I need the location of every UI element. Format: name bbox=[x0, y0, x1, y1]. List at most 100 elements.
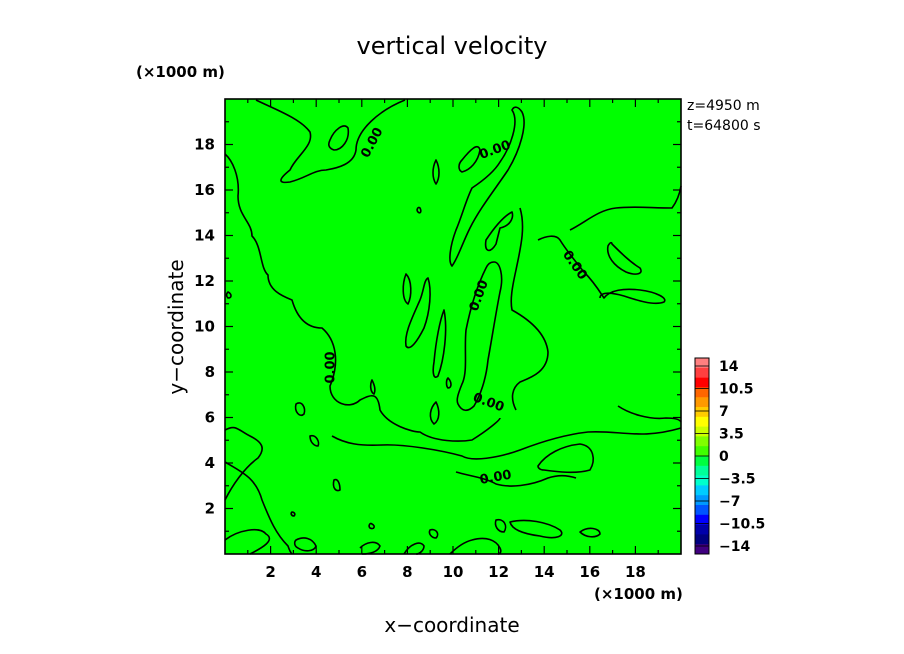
plot-field bbox=[225, 99, 681, 554]
colorbar-label: 14 bbox=[719, 359, 739, 375]
colorbar-swatch bbox=[695, 397, 709, 408]
y-axis-label: y−coordinate bbox=[164, 259, 188, 394]
x-tick-label: 16 bbox=[579, 563, 600, 581]
contour-line bbox=[458, 145, 481, 173]
y-unit-label: (×1000 m) bbox=[136, 63, 225, 81]
contour-line bbox=[428, 528, 439, 539]
contour-label: 0.00 bbox=[323, 351, 338, 383]
y-tick-label: 18 bbox=[194, 136, 215, 154]
colorbar-swatch bbox=[695, 426, 709, 437]
colorbar-label: 10.5 bbox=[719, 382, 754, 398]
contour-line bbox=[510, 207, 549, 411]
colorbar-swatch bbox=[695, 446, 709, 457]
contour-line bbox=[224, 528, 271, 555]
contour-line bbox=[416, 206, 422, 214]
contour-line bbox=[449, 106, 525, 267]
colorbar-swatch bbox=[695, 465, 709, 476]
colorbar-swatch bbox=[695, 544, 709, 555]
contour-line bbox=[404, 277, 431, 349]
height-annotation: z=4950 m bbox=[687, 98, 760, 114]
colorbar-swatch bbox=[695, 514, 709, 525]
contour-line bbox=[225, 291, 232, 299]
colorbar-swatch bbox=[695, 485, 709, 496]
x-tick-label: 8 bbox=[402, 563, 412, 581]
x-unit-label: (×1000 m) bbox=[594, 585, 683, 603]
contour-line bbox=[224, 461, 293, 555]
colorbar-swatch bbox=[695, 358, 709, 369]
y-tick-label: 16 bbox=[194, 181, 215, 199]
y-tick-label: 12 bbox=[194, 272, 215, 290]
x-tick-label: 2 bbox=[265, 563, 275, 581]
y-tick-label: 8 bbox=[205, 363, 215, 381]
colorbar-label: −7 bbox=[719, 494, 740, 510]
y-tick-label: 14 bbox=[194, 227, 215, 245]
colorbar-label: 7 bbox=[719, 404, 729, 420]
colorbar-label: −14 bbox=[719, 539, 750, 555]
colorbar-label: 3.5 bbox=[719, 427, 744, 443]
contour-line bbox=[429, 401, 440, 425]
colorbar-swatch bbox=[695, 524, 709, 535]
colorbar-swatch bbox=[695, 436, 709, 447]
colorbar-swatch bbox=[695, 407, 709, 418]
colorbar-label: −10.5 bbox=[719, 517, 765, 533]
contour-line bbox=[617, 405, 682, 423]
contour-line bbox=[537, 235, 666, 305]
contour-line bbox=[290, 511, 296, 517]
contour-line bbox=[332, 478, 341, 492]
colorbar: 14 10.5 7 3.5 0 −3.5 −7 −10.5 −14 bbox=[694, 357, 765, 555]
colorbar-swatch bbox=[695, 456, 709, 467]
colorbar-swatch bbox=[695, 377, 709, 388]
colorbar-swatch bbox=[695, 387, 709, 398]
contour-line bbox=[509, 519, 563, 539]
contour-line bbox=[484, 211, 514, 252]
contour-line bbox=[569, 185, 682, 231]
contour-line bbox=[432, 159, 440, 185]
y-tick-label: 4 bbox=[205, 454, 215, 472]
contour-line bbox=[369, 379, 376, 395]
contour-line bbox=[224, 153, 501, 442]
contour-line bbox=[309, 434, 320, 447]
contour-line bbox=[606, 241, 642, 275]
y-axis-ticks: 2 4 6 8 10 12 14 16 18 bbox=[194, 121, 681, 532]
time-annotation: t=64800 s bbox=[687, 118, 761, 134]
colorbar-swatch bbox=[695, 416, 709, 427]
x-tick-label: 4 bbox=[311, 563, 321, 581]
contour-line bbox=[293, 537, 317, 552]
contour-line bbox=[579, 527, 601, 538]
x-axis-ticks: 2 4 6 8 10 12 14 16 18 bbox=[247, 99, 659, 581]
x-tick-label: 6 bbox=[357, 563, 367, 581]
contour-line bbox=[445, 377, 452, 389]
x-tick-label: 10 bbox=[443, 563, 464, 581]
contour-line bbox=[455, 471, 577, 487]
colorbar-swatch bbox=[695, 534, 709, 545]
contour-line bbox=[368, 522, 375, 530]
x-tick-label: 18 bbox=[625, 563, 646, 581]
colorbar-swatch bbox=[695, 495, 709, 506]
contour-line bbox=[224, 426, 263, 501]
contour-line bbox=[449, 537, 502, 555]
contour-line bbox=[403, 542, 425, 555]
y-tick-label: 10 bbox=[194, 318, 215, 336]
y-tick-label: 6 bbox=[205, 409, 215, 427]
chart-title: vertical velocity bbox=[357, 32, 548, 60]
contour-line bbox=[294, 402, 306, 417]
contour-line bbox=[432, 309, 447, 378]
contour-line bbox=[328, 125, 350, 151]
colorbar-swatch bbox=[695, 505, 709, 516]
contour-label: 0.00 bbox=[479, 468, 513, 488]
y-tick-label: 2 bbox=[205, 500, 215, 518]
contour-line bbox=[494, 518, 507, 533]
contour-line bbox=[537, 443, 594, 474]
colorbar-swatch bbox=[695, 367, 709, 378]
zero-contours bbox=[224, 99, 682, 555]
contour-line bbox=[402, 273, 412, 305]
x-axis-label: x−coordinate bbox=[384, 613, 519, 637]
x-tick-label: 12 bbox=[488, 563, 509, 581]
x-tick-label: 14 bbox=[534, 563, 555, 581]
contour-line bbox=[255, 99, 406, 184]
contour-line bbox=[331, 427, 682, 460]
colorbar-label: 0 bbox=[719, 449, 729, 465]
colorbar-swatch bbox=[695, 475, 709, 486]
colorbar-label: −3.5 bbox=[719, 472, 756, 488]
